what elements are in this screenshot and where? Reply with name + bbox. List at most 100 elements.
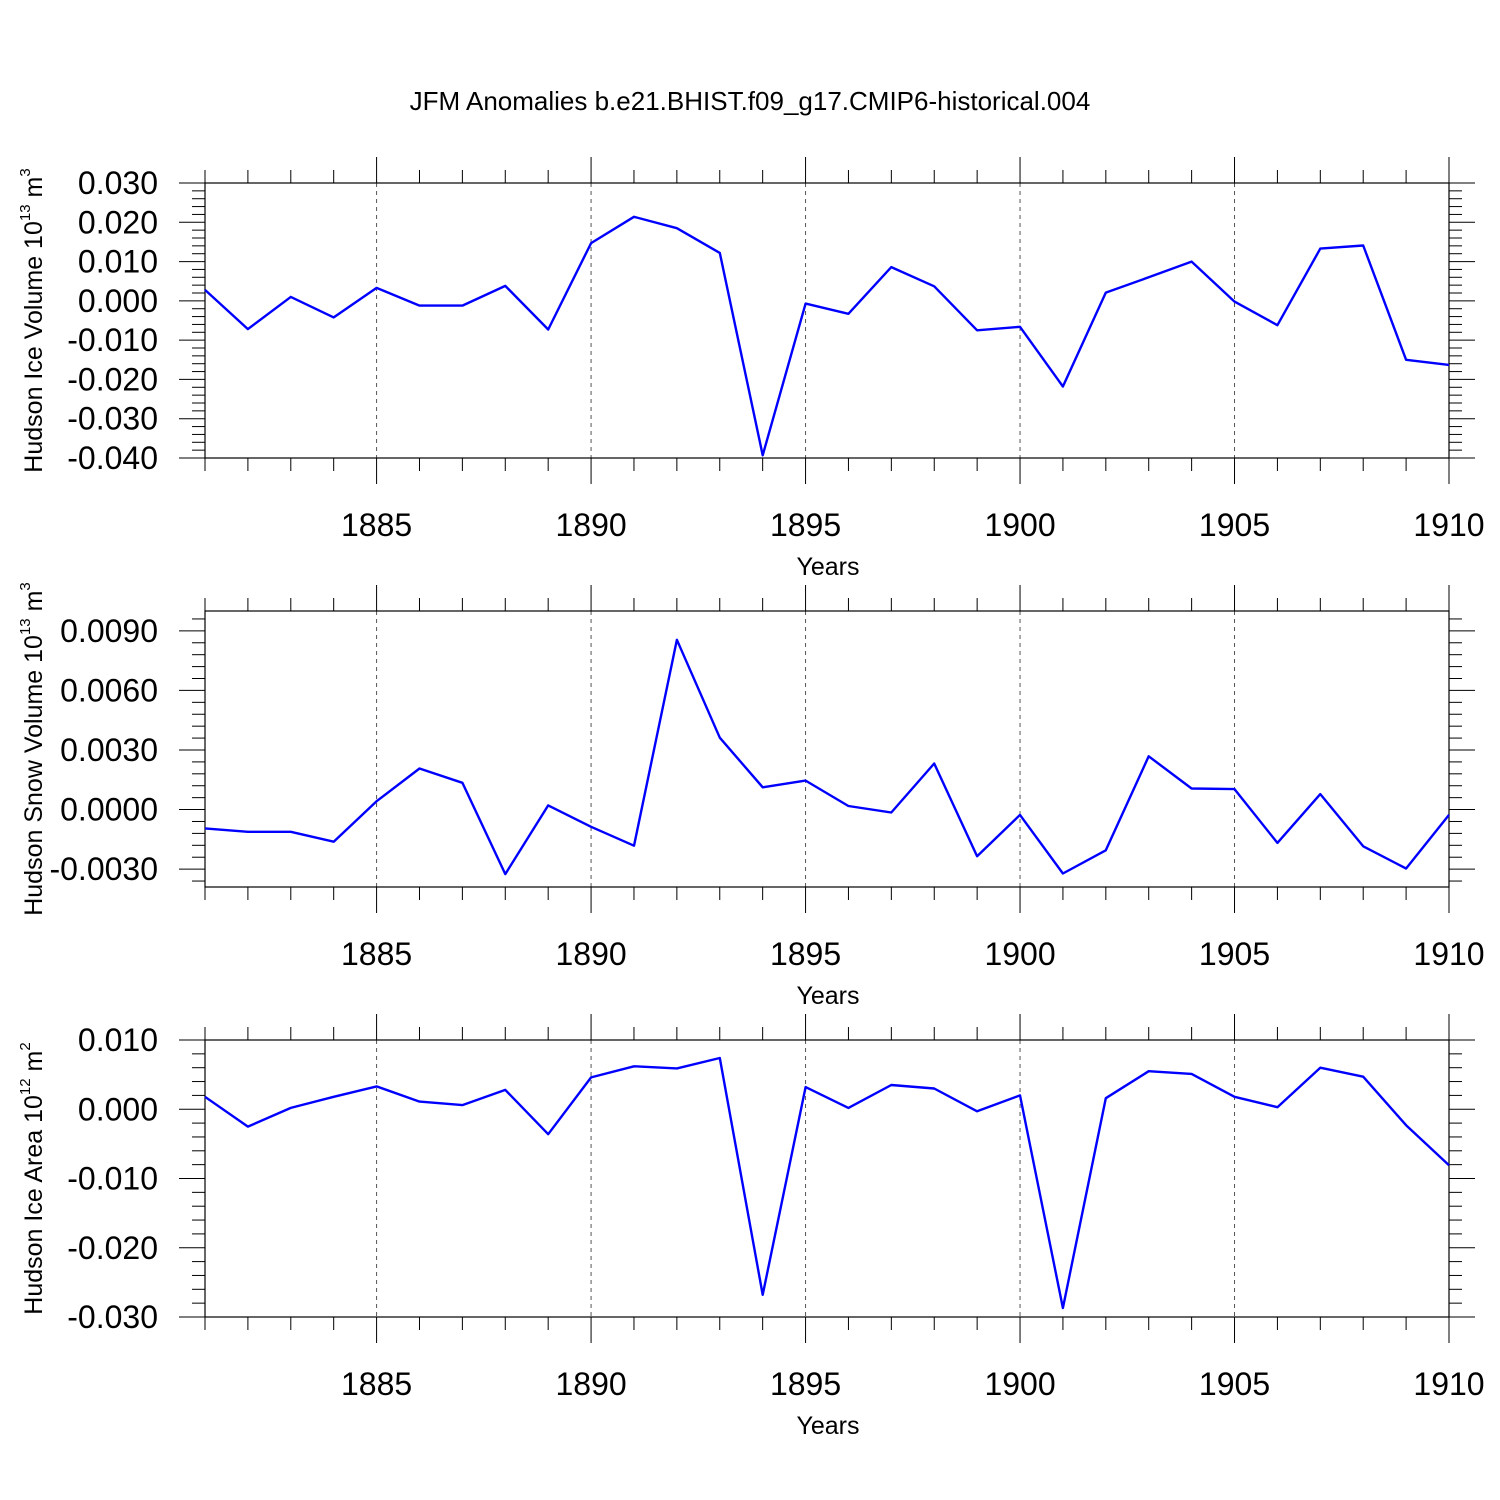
y-tick-label: 0.020 <box>78 204 158 240</box>
data-point <box>975 328 979 332</box>
data-point <box>1061 871 1065 875</box>
data-point <box>417 766 421 770</box>
data-point <box>1275 1105 1279 1109</box>
data-point <box>804 302 808 306</box>
data-point <box>246 327 250 331</box>
data-point <box>203 826 207 830</box>
data-point <box>417 1100 421 1104</box>
data-point <box>1318 1066 1322 1070</box>
data-point <box>289 295 293 299</box>
data-point <box>761 785 765 789</box>
data-point <box>804 779 808 783</box>
y-tick-label: 0.010 <box>78 244 158 280</box>
data-point <box>632 1064 636 1068</box>
data-point <box>804 1085 808 1089</box>
x-tick-label: 1900 <box>984 507 1055 543</box>
data-point <box>375 799 379 803</box>
data-point <box>1275 323 1279 327</box>
data-point <box>932 1086 936 1090</box>
data-point <box>460 1103 464 1107</box>
y-tick-label: -0.020 <box>67 361 158 397</box>
data-point <box>1361 1075 1365 1079</box>
data-point <box>1104 848 1108 852</box>
data-point <box>1275 841 1279 845</box>
data-point <box>932 761 936 765</box>
data-point <box>718 251 722 255</box>
data-point <box>889 1083 893 1087</box>
data-point <box>1190 1072 1194 1076</box>
y-tick-label: -0.030 <box>67 401 158 437</box>
x-tick-label: 1910 <box>1413 507 1484 543</box>
y-tick-label: 0.030 <box>78 165 158 201</box>
data-point <box>1318 247 1322 251</box>
panel-2: 0.0090 0.0060 0.0030 0.0000 -0.0030 1885 1890 1… <box>17 582 1485 1010</box>
data-point <box>1104 1096 1108 1100</box>
x-tick-label: 1885 <box>341 936 412 972</box>
data-point <box>332 315 336 319</box>
y-axis-label: Hudson Snow Volume 1013 m3 <box>17 582 48 916</box>
data-point <box>332 1095 336 1099</box>
data-point <box>460 304 464 308</box>
data-point <box>503 1088 507 1092</box>
data-point <box>1404 358 1408 362</box>
data-point <box>1190 787 1194 791</box>
y-tick-label: 0.0090 <box>60 613 158 649</box>
x-tick-label: 1890 <box>555 1366 626 1402</box>
x-tick-label: 1895 <box>770 1366 841 1402</box>
data-point <box>846 1106 850 1110</box>
y-tick-label: -0.010 <box>67 322 158 358</box>
data-point <box>289 1106 293 1110</box>
y-tick-label: 0.0000 <box>60 792 158 828</box>
data-point <box>203 1095 207 1099</box>
y-tick-label: -0.030 <box>67 1299 158 1335</box>
data-point <box>1447 1163 1451 1167</box>
data-point <box>718 736 722 740</box>
data-point <box>975 854 979 858</box>
x-tick-label: 1895 <box>770 936 841 972</box>
data-point <box>1018 325 1022 329</box>
data-point <box>1018 813 1022 817</box>
data-point <box>1104 291 1108 295</box>
series-line <box>204 638 1450 876</box>
data-point <box>546 328 550 332</box>
y-tick-label: -0.020 <box>67 1230 158 1266</box>
data-point <box>246 1125 250 1129</box>
x-tick-label: 1905 <box>1199 1366 1270 1402</box>
x-tick-label: 1885 <box>341 1366 412 1402</box>
data-point <box>1447 363 1451 367</box>
data-point <box>1061 1306 1065 1310</box>
data-point <box>846 312 850 316</box>
x-tick-label: 1895 <box>770 507 841 543</box>
data-point <box>246 830 250 834</box>
data-point <box>1361 243 1365 247</box>
data-point <box>1233 300 1237 304</box>
data-point <box>1147 754 1151 758</box>
data-point <box>761 1293 765 1297</box>
series-line <box>204 215 1450 457</box>
x-tick-label: 1905 <box>1199 936 1270 972</box>
series-line <box>204 1056 1450 1310</box>
data-point <box>889 265 893 269</box>
data-point <box>932 284 936 288</box>
data-point <box>1147 275 1151 279</box>
y-axis-label: Hudson Ice Area 1012 m2 <box>17 1042 48 1314</box>
data-point <box>1147 1069 1151 1073</box>
data-point <box>375 286 379 290</box>
data-point <box>460 781 464 785</box>
data-point <box>589 1075 593 1079</box>
x-tick-label: 1900 <box>984 936 1055 972</box>
plot-frame <box>204 1039 1450 1318</box>
data-point <box>632 844 636 848</box>
data-point <box>503 284 507 288</box>
y-tick-label: -0.040 <box>67 440 158 476</box>
data-point <box>589 825 593 829</box>
data-point <box>203 288 207 292</box>
data-point <box>1018 1093 1022 1097</box>
x-tick-label: 1900 <box>984 1366 1055 1402</box>
data-point <box>889 811 893 815</box>
y-axis-label: Hudson Ice Volume 1013 m3 <box>17 168 48 472</box>
data-point <box>675 638 679 642</box>
y-tick-label: -0.010 <box>67 1161 158 1197</box>
